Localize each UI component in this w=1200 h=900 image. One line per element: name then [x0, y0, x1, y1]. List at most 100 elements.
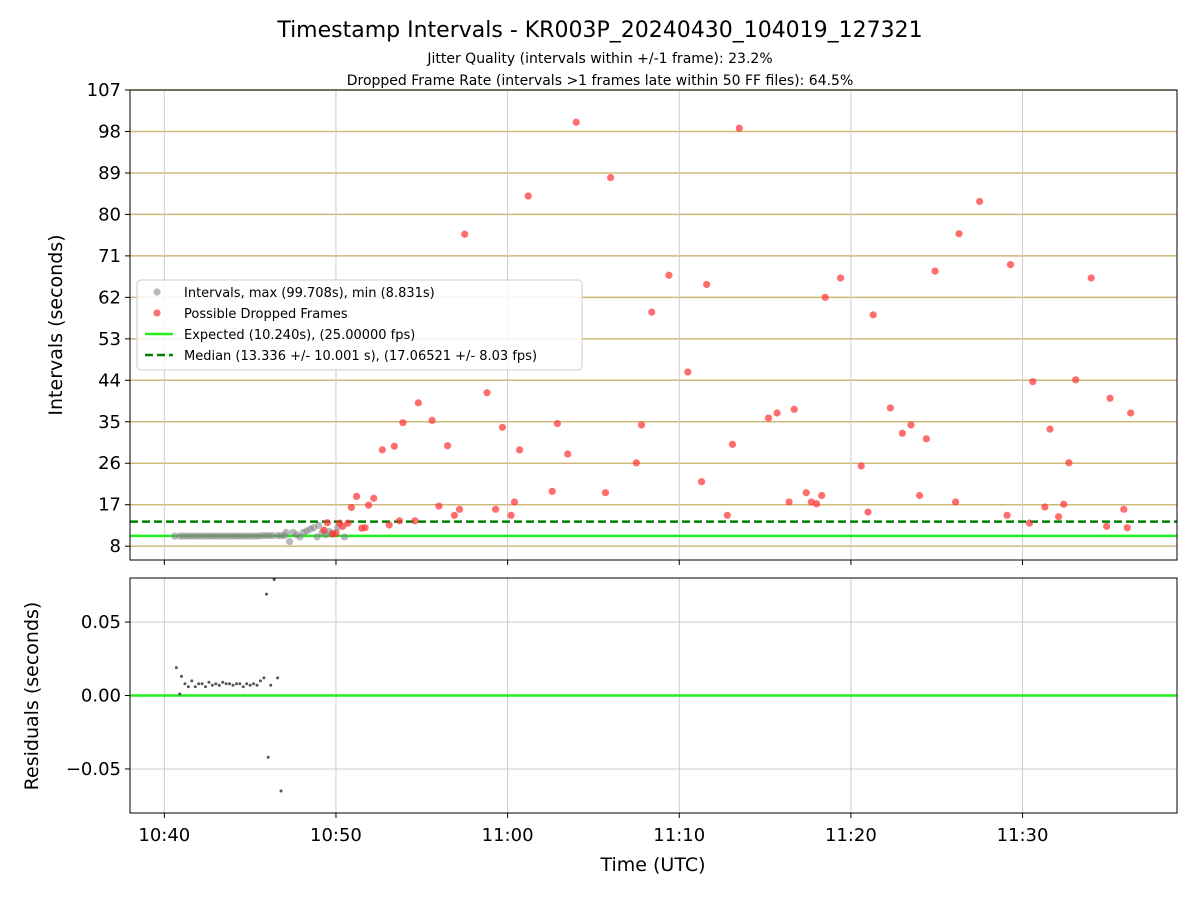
residual-point — [234, 682, 238, 686]
dropped-frame-point — [507, 511, 515, 519]
dropped-frame-point — [735, 124, 743, 132]
dropped-frame-point — [1025, 519, 1033, 527]
dropped-frame-point — [723, 511, 731, 519]
residual-point — [231, 683, 235, 687]
dropped-frame-point — [364, 501, 373, 509]
interval-point — [286, 537, 294, 546]
top-y-tick-label: 80 — [98, 204, 121, 225]
dropped-frame-point — [564, 450, 572, 458]
residual-point — [269, 683, 273, 687]
top-y-tick-label: 8 — [110, 536, 121, 557]
dropped-frame-point — [728, 440, 737, 448]
residual-point — [245, 682, 249, 686]
residual-point — [276, 676, 280, 680]
dropped-frame-point — [915, 491, 924, 500]
dropped-frame-point — [821, 293, 829, 301]
figure-title: Timestamp Intervals - KR003P_20240430_10… — [276, 18, 922, 43]
x-tick-label: 10:50 — [310, 825, 362, 846]
residual-point — [197, 682, 201, 686]
dropped-frame-point — [601, 489, 610, 497]
dropped-frame-point — [857, 462, 865, 470]
top-y-tick-label: 35 — [98, 412, 121, 433]
dropped-frame-point — [951, 498, 960, 506]
x-axis-label: Time (UTC) — [599, 854, 705, 876]
dropped-frame-point — [1041, 503, 1049, 511]
dropped-frame-point — [1103, 522, 1111, 530]
residual-point — [266, 755, 270, 759]
dropped-frame-point — [1065, 459, 1073, 467]
dropped-frame-point — [648, 308, 656, 316]
residual-point — [179, 674, 183, 678]
dropped-frame-point — [773, 409, 781, 417]
dropped-frame-point — [790, 405, 798, 413]
dropped-frame-point — [818, 491, 826, 500]
top-panel-series — [130, 118, 1177, 546]
residual-point — [238, 682, 242, 686]
chart-legend: Intervals, max (99.708s), min (8.831s) P… — [136, 279, 583, 371]
residual-point — [207, 680, 211, 684]
residual-point — [193, 685, 197, 689]
bottom-panel-series — [130, 577, 1177, 793]
dropped-frame-point — [435, 502, 443, 510]
dropped-frame-point — [1072, 376, 1080, 384]
dropped-frame-point — [632, 459, 640, 467]
residual-point — [264, 592, 268, 596]
dropped-frame-point — [1003, 511, 1011, 519]
dropped-frame-point — [395, 517, 404, 525]
figure-subtitle-jitter: Jitter Quality (intervals within +/-1 fr… — [426, 51, 772, 67]
dropped-frame-point — [524, 192, 532, 200]
dropped-frame-point — [361, 524, 369, 532]
dropped-frame-point — [320, 526, 328, 534]
dropped-frame-point — [1029, 378, 1037, 386]
dropped-frame-point — [483, 389, 491, 397]
interval-point — [282, 528, 290, 536]
top-y-axis-label: Intervals (seconds) — [45, 234, 67, 415]
residual-point — [228, 682, 232, 686]
dropped-frame-point — [510, 498, 519, 506]
legend-label-median: Median (13.336 +/- 10.001 s), (17.06521 … — [184, 349, 537, 364]
dropped-frame-point — [684, 368, 692, 376]
residual-point — [210, 683, 214, 687]
bottom-y-tick-label: 0.05 — [81, 612, 121, 633]
residual-point — [221, 680, 225, 684]
x-tick-label: 11:20 — [825, 825, 877, 846]
residual-point — [183, 682, 187, 686]
dropped-frame-point — [1054, 513, 1063, 521]
residual-point — [217, 683, 221, 687]
residual-point — [214, 682, 218, 686]
residual-point — [204, 685, 208, 689]
interval-point — [171, 532, 179, 540]
dropped-frame-point — [898, 429, 906, 437]
bottom-y-axis-label: Residuals (seconds) — [21, 602, 43, 791]
dropped-frame-point — [370, 494, 378, 502]
top-panel-axes: 8 17 26 35 44 53 62 71 80 89 98 107 — [87, 80, 1024, 565]
dropped-frame-point — [785, 498, 793, 506]
top-y-tick-label: 26 — [98, 453, 121, 474]
legend-box — [136, 279, 583, 371]
dropped-frame-point — [378, 446, 386, 454]
dropped-frame-point — [428, 416, 436, 424]
dropped-frame-point — [352, 492, 361, 501]
legend-marker-dropped — [153, 309, 161, 317]
residual-point — [262, 676, 266, 680]
residual-point — [279, 789, 283, 793]
bottom-y-tick-label: 0.00 — [81, 686, 121, 707]
dropped-frame-point — [498, 423, 507, 431]
dropped-frame-point — [976, 197, 984, 206]
residual-point — [248, 683, 252, 687]
dropped-frame-point — [443, 442, 452, 450]
residual-point — [178, 692, 182, 696]
residual-point — [174, 666, 178, 670]
dropped-frame-point — [1106, 394, 1114, 402]
x-tick-label: 11:00 — [482, 825, 534, 846]
dropped-frame-point — [1123, 524, 1131, 532]
dropped-frame-point — [836, 274, 845, 282]
dropped-frame-point — [347, 503, 356, 512]
interval-point — [315, 521, 323, 530]
residual-point — [200, 682, 204, 686]
dropped-frame-point — [516, 446, 524, 454]
dropped-frame-point — [390, 442, 398, 450]
x-tick-label: 11:30 — [997, 825, 1049, 846]
top-y-tick-label: 71 — [98, 246, 121, 267]
